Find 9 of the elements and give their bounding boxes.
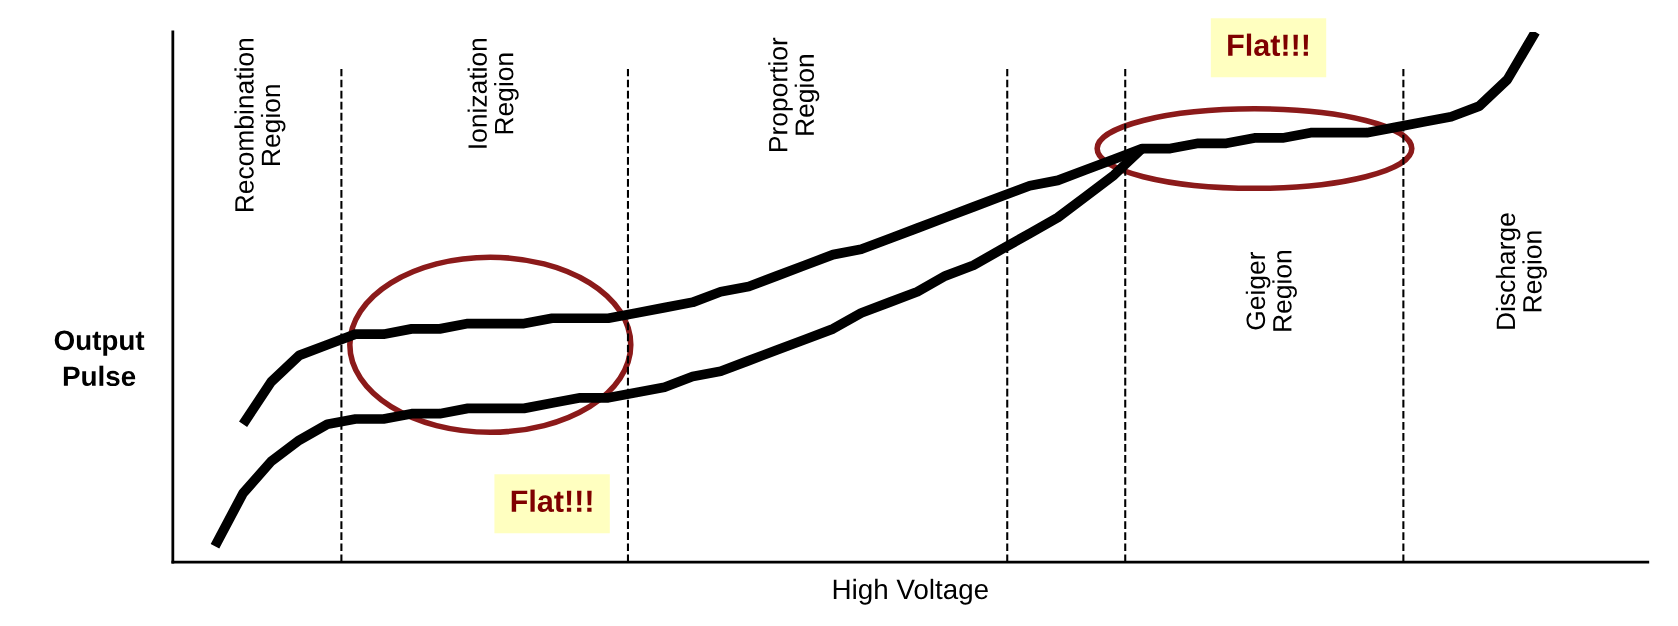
annotation: Proportior Region [768,37,820,151]
annotation: Discharge Region [1495,213,1547,329]
y-axis-title: Output Pulse [54,330,145,387]
annotation: Recombination Region [234,38,286,212]
annotation: Ionization Region [467,38,519,148]
x-axis-title: High Voltage [833,578,988,605]
annotation: Flat!!! [1228,33,1309,57]
annotation: Geiger Region [1245,251,1297,331]
annotation: Flat!!! [511,489,592,513]
